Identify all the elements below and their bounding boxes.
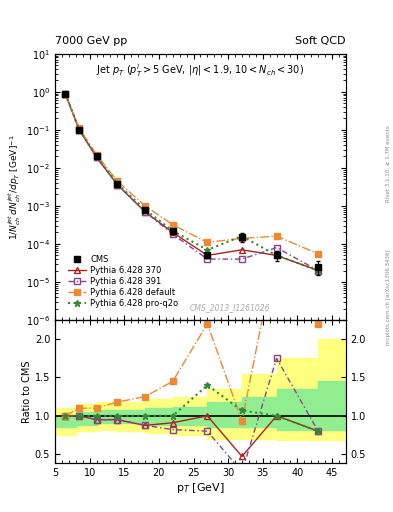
Legend: CMS, Pythia 6.428 370, Pythia 6.428 391, Pythia 6.428 default, Pythia 6.428 pro-: CMS, Pythia 6.428 370, Pythia 6.428 391,…: [65, 252, 181, 310]
Text: Rivet 3.1.10, ≥ 1.7M events: Rivet 3.1.10, ≥ 1.7M events: [386, 125, 391, 202]
X-axis label: p$_{T}$ [GeV]: p$_{T}$ [GeV]: [176, 481, 225, 495]
Text: Jet $p_T$ ($p^l_T$$>$5 GeV, $|\eta|$$<$1.9, 10$<$$N_{ch}$$<$30): Jet $p_T$ ($p^l_T$$>$5 GeV, $|\eta|$$<$1…: [96, 62, 305, 78]
Y-axis label: Ratio to CMS: Ratio to CMS: [22, 360, 32, 423]
Text: 7000 GeV pp: 7000 GeV pp: [55, 36, 127, 46]
Text: Soft QCD: Soft QCD: [296, 36, 346, 46]
Y-axis label: $1/N_{ch}^{jet}\,dN_{ch}^{jet}/dp_{T}\ [\mathrm{GeV}]^{-1}$: $1/N_{ch}^{jet}\,dN_{ch}^{jet}/dp_{T}\ […: [7, 134, 23, 240]
Text: mcplots.cern.ch [arXiv:1306.3436]: mcplots.cern.ch [arXiv:1306.3436]: [386, 249, 391, 345]
Text: CMS_2013_I1261026: CMS_2013_I1261026: [189, 303, 270, 312]
